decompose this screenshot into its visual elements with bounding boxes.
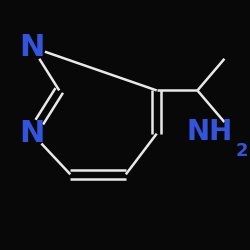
Text: N: N (20, 33, 45, 62)
Text: N: N (20, 119, 45, 148)
Text: NH: NH (187, 118, 233, 146)
Text: 2: 2 (236, 142, 248, 160)
